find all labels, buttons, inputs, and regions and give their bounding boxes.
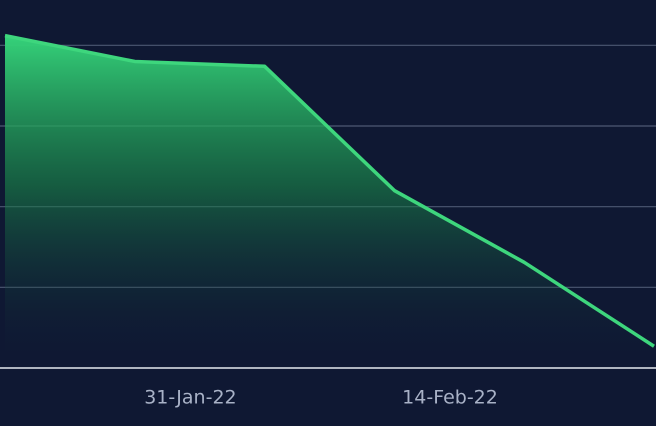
x-tick-label: 31-Jan-22 <box>144 387 236 409</box>
x-tick-label: 14-Feb-22 <box>402 387 498 409</box>
area-fill <box>5 35 654 369</box>
area-line <box>4 33 655 348</box>
